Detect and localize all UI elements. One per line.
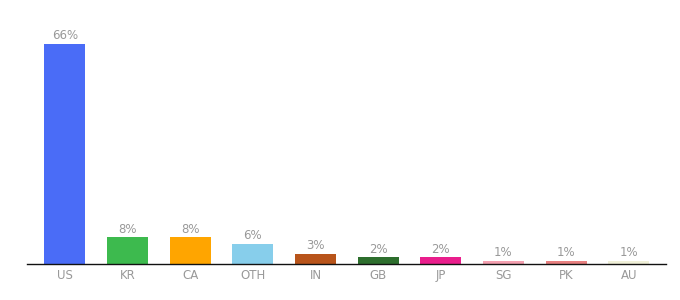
- Bar: [483, 261, 524, 264]
- Bar: [233, 244, 273, 264]
- Bar: [44, 44, 85, 264]
- Bar: [295, 254, 336, 264]
- Text: 8%: 8%: [181, 223, 199, 236]
- Text: 3%: 3%: [306, 239, 325, 252]
- Bar: [609, 261, 649, 264]
- Text: 1%: 1%: [494, 246, 513, 259]
- Text: 1%: 1%: [619, 246, 638, 259]
- Text: 1%: 1%: [557, 246, 575, 259]
- Text: 66%: 66%: [52, 29, 78, 42]
- Text: 2%: 2%: [432, 243, 450, 256]
- Bar: [170, 237, 211, 264]
- Text: 8%: 8%: [118, 223, 137, 236]
- Bar: [420, 257, 461, 264]
- Bar: [358, 257, 398, 264]
- Bar: [107, 237, 148, 264]
- Text: 2%: 2%: [369, 243, 388, 256]
- Text: 6%: 6%: [243, 229, 262, 242]
- Bar: [546, 261, 586, 264]
